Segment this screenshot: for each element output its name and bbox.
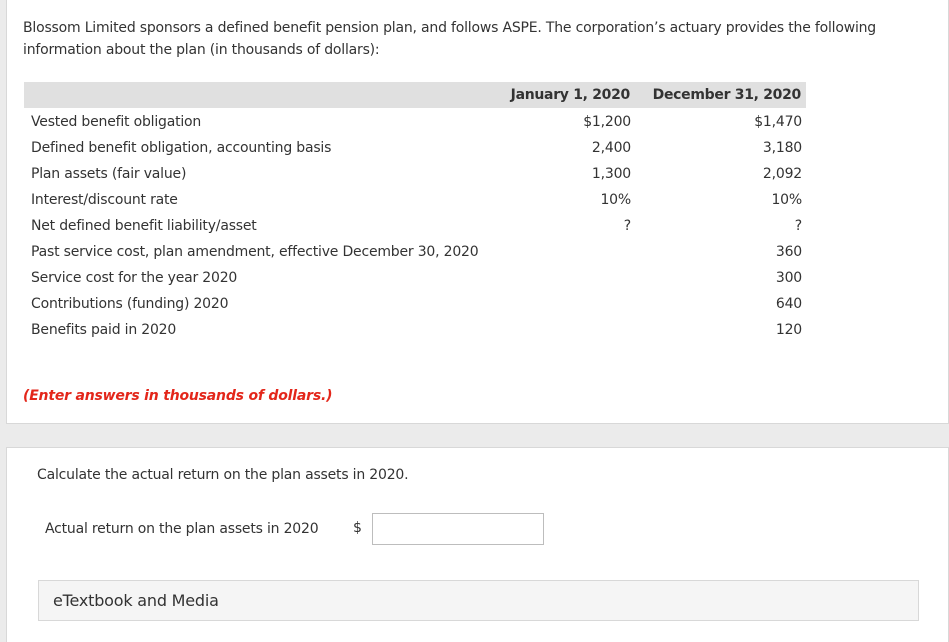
table-row: Vested benefit obligation $1,200 $1,470	[31, 109, 806, 135]
actual-return-input[interactable]	[372, 513, 544, 545]
row-value-dec: 10%	[771, 192, 802, 208]
question-card: Calculate the actual return on the plan …	[6, 447, 949, 642]
question-text: Calculate the actual return on the plan …	[37, 467, 409, 483]
table-row: Plan assets (fair value) 1,300 2,092	[31, 161, 806, 187]
row-value-dec: 300	[775, 270, 802, 286]
column-header-jan: January 1, 2020	[510, 87, 631, 103]
table-row: Contributions (funding) 2020 640	[31, 291, 806, 317]
row-value-jan: 10%	[600, 192, 631, 208]
row-value-jan: 2,400	[591, 140, 631, 156]
table-row: Benefits paid in 2020 120	[31, 317, 806, 343]
row-label: Benefits paid in 2020	[31, 322, 177, 338]
row-label: Plan assets (fair value)	[31, 166, 187, 182]
row-label: Defined benefit obligation, accounting b…	[31, 140, 332, 156]
row-label: Service cost for the year 2020	[31, 270, 238, 286]
table-row: Defined benefit obligation, accounting b…	[31, 135, 806, 161]
row-label: Net defined benefit liability/asset	[31, 218, 257, 234]
row-value-dec: $1,470	[754, 114, 802, 130]
row-value-dec: 640	[775, 296, 802, 312]
table-row: Net defined benefit liability/asset ? ?	[31, 213, 806, 239]
etextbook-media-button[interactable]: eTextbook and Media	[38, 580, 919, 621]
row-value-dec: 3,180	[762, 140, 802, 156]
problem-intro: Blossom Limited sponsors a defined benef…	[23, 20, 876, 58]
row-value-jan: 1,300	[591, 166, 631, 182]
currency-symbol: $	[353, 520, 362, 536]
table-row: Past service cost, plan amendment, effec…	[31, 239, 806, 265]
table-header: January 1, 2020 December 31, 2020	[24, 82, 806, 108]
row-value-dec: 2,092	[762, 166, 802, 182]
problem-card: Blossom Limited sponsors a defined benef…	[6, 0, 949, 424]
row-label: Interest/discount rate	[31, 192, 178, 208]
row-value-dec: ?	[794, 218, 802, 234]
row-label: Past service cost, plan amendment, effec…	[31, 244, 479, 260]
row-value-jan: $1,200	[583, 114, 631, 130]
instruction-note: (Enter answers in thousands of dollars.)	[23, 388, 333, 404]
row-value-dec: 120	[775, 322, 802, 338]
row-label: Contributions (funding) 2020	[31, 296, 229, 312]
column-header-dec: December 31, 2020	[652, 87, 802, 103]
table-row: Interest/discount rate 10% 10%	[31, 187, 806, 213]
row-label: Vested benefit obligation	[31, 114, 202, 130]
row-value-jan: ?	[623, 218, 631, 234]
row-value-dec: 360	[775, 244, 802, 260]
answer-label: Actual return on the plan assets in 2020	[45, 521, 319, 537]
table-row: Service cost for the year 2020 300	[31, 265, 806, 291]
